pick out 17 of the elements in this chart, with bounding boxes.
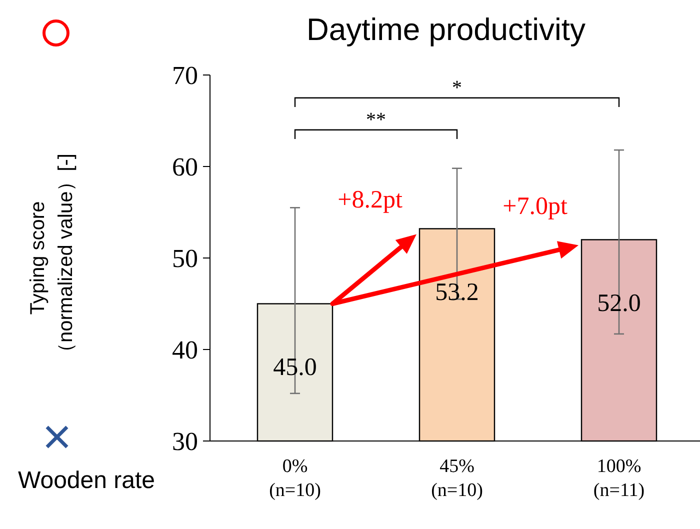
y-tick-label: 70: [172, 61, 198, 90]
y-axis-title: Typing score （normalized value）[-]: [27, 154, 77, 362]
x-tick-label: 100% (n=11): [593, 456, 645, 501]
annotation: **: [366, 108, 386, 131]
y-tick-label: 60: [172, 152, 198, 182]
x-axis-title: Wooden rate: [18, 467, 155, 494]
y-tick-label: 50: [172, 244, 198, 273]
y-tick-label: 30: [172, 427, 198, 456]
data-label: 45.0: [273, 354, 317, 381]
x-tick-label: 45% (n=10): [431, 456, 483, 501]
annotation: *: [452, 76, 462, 99]
chart-title: Daytime productivity: [306, 12, 586, 47]
annotation: +7.0pt: [502, 192, 568, 220]
data-label: 52.0: [597, 290, 641, 317]
annotation: +8.2pt: [338, 186, 402, 214]
x-tick-label: 0% (n=10): [269, 456, 321, 501]
y-tick-label: 40: [172, 336, 198, 364]
